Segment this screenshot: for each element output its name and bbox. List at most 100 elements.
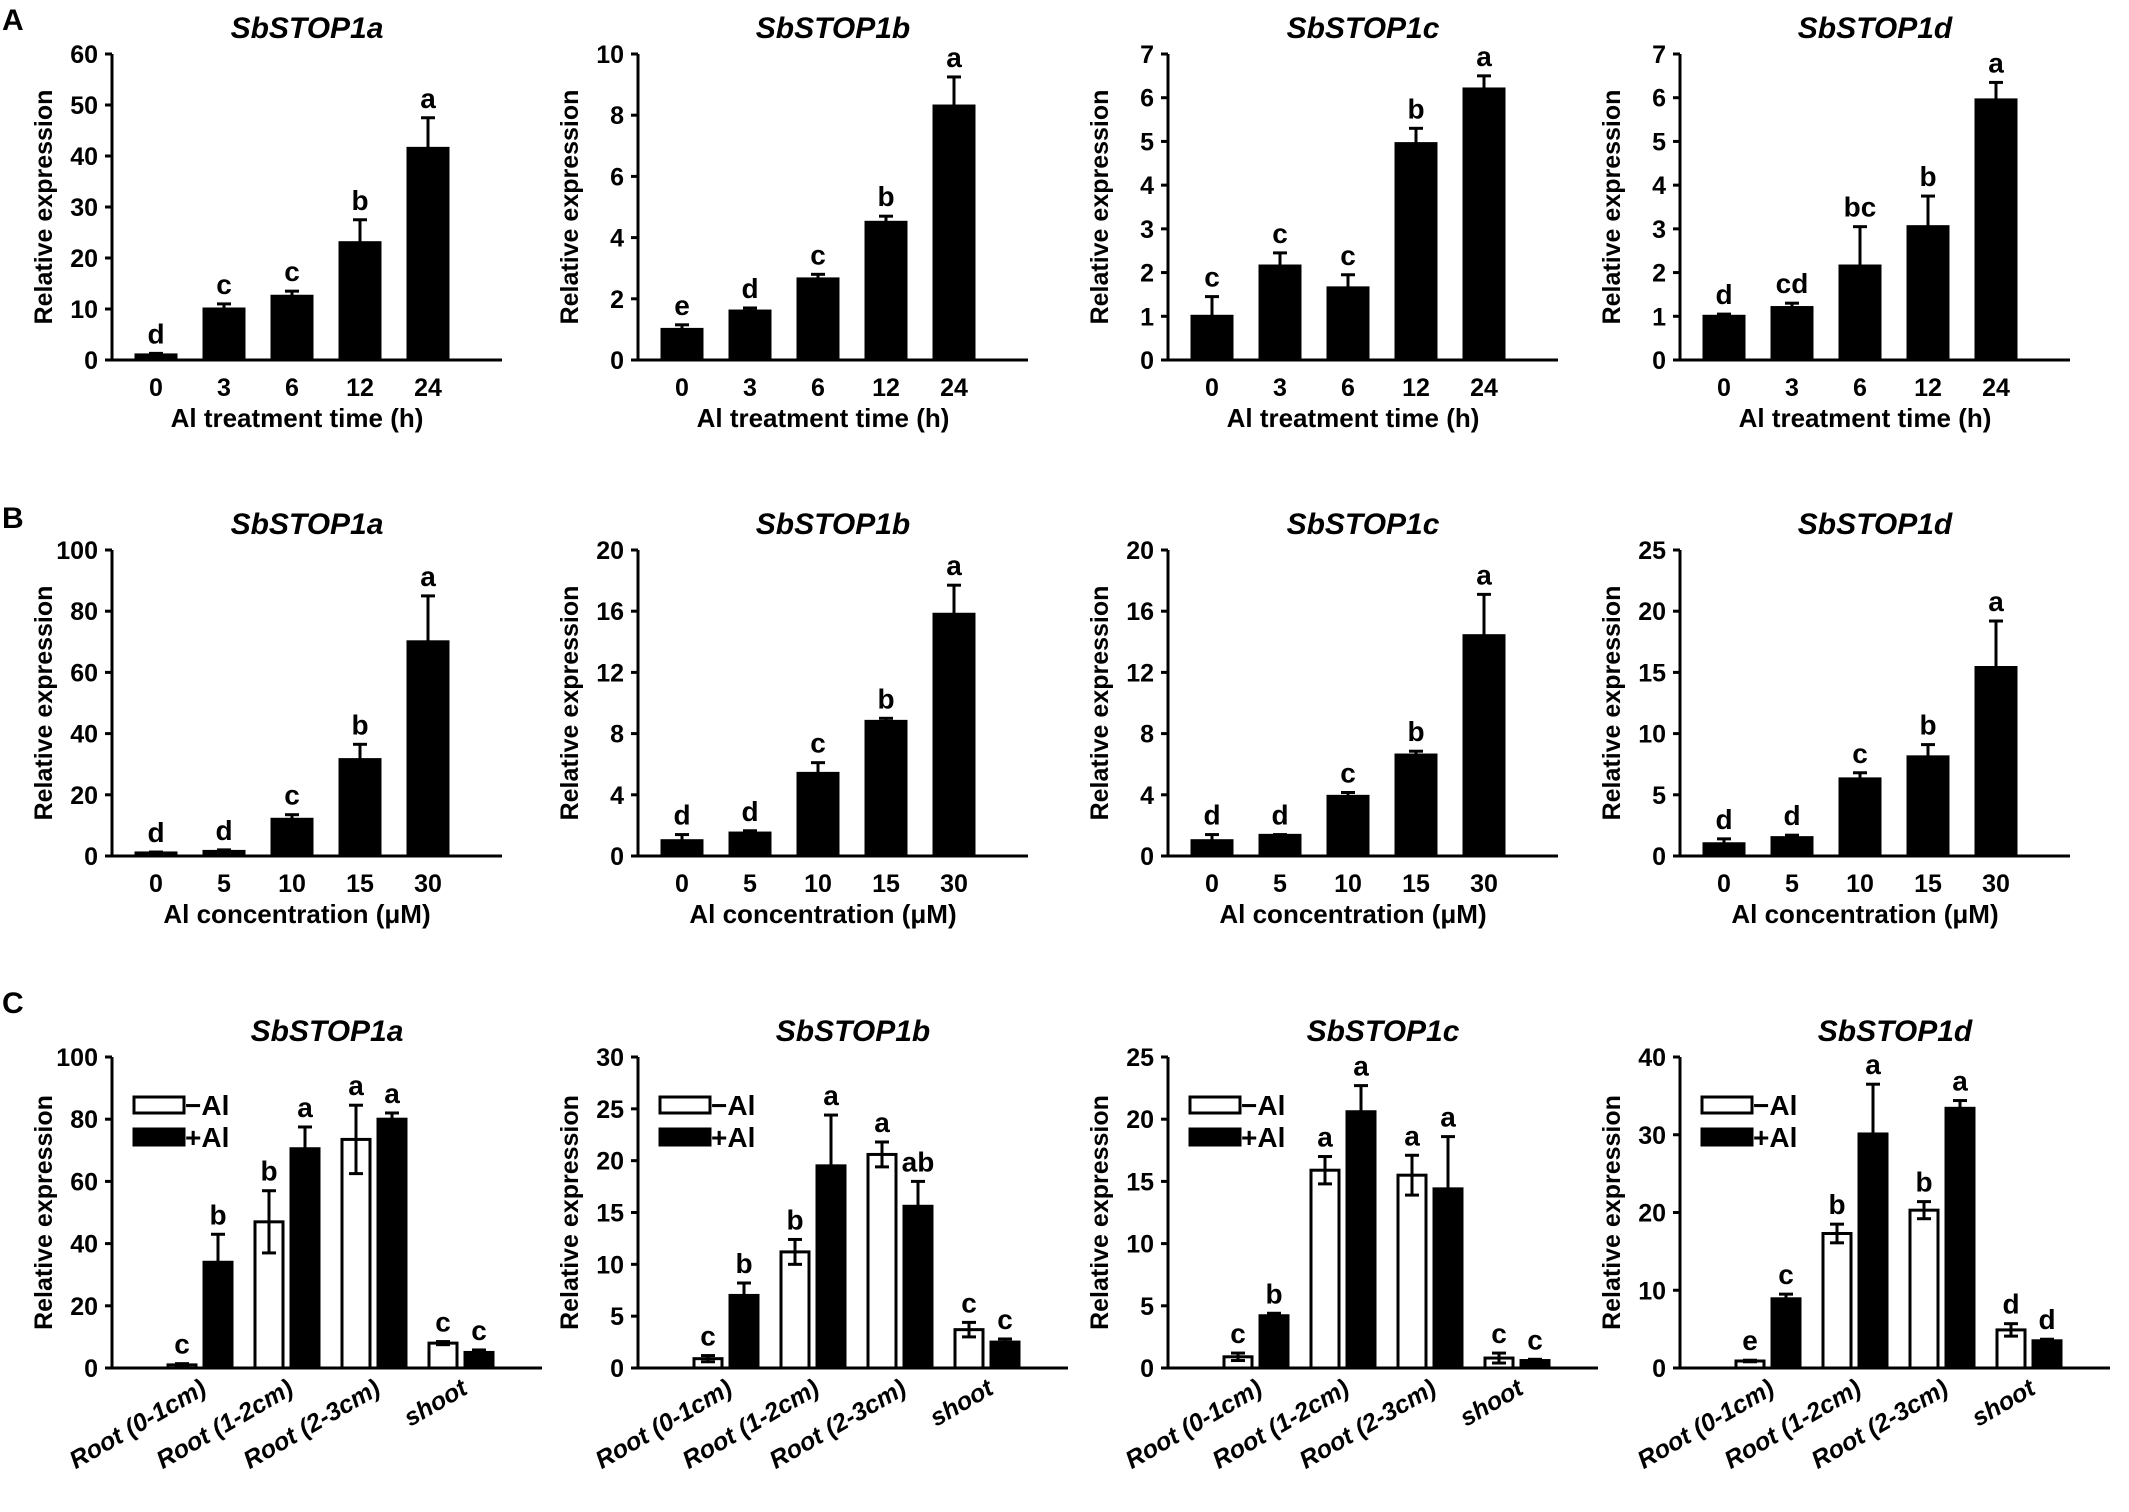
significance-letter: b — [735, 1248, 752, 1279]
bar — [134, 353, 178, 362]
bar — [1770, 306, 1814, 362]
panel-label-B: B — [2, 502, 24, 535]
significance-letter: a — [348, 1070, 364, 1101]
bar — [1838, 264, 1882, 362]
y-tick-label: 1 — [1652, 303, 1666, 331]
significance-letter: b — [1919, 710, 1936, 741]
y-tick-label: 25 — [596, 1096, 624, 1124]
x-tick-label: 3 — [1273, 374, 1287, 402]
y-tick-label: 60 — [70, 1168, 98, 1196]
x-tick-label: 30 — [1470, 870, 1498, 898]
chart-title: SbSTOP1a — [231, 12, 384, 45]
y-tick-label: 15 — [596, 1200, 624, 1228]
y-tick-label: 30 — [1638, 1122, 1666, 1150]
x-tick-label: 10 — [1334, 870, 1362, 898]
significance-letter: d — [147, 318, 164, 349]
y-tick-label: 2 — [1652, 260, 1666, 288]
x-tick-label: 0 — [675, 870, 689, 898]
significance-letter: d — [1271, 800, 1288, 831]
x-axis-label: Al treatment time (h) — [171, 403, 424, 433]
x-axis-label: Al treatment time (h) — [1739, 403, 1992, 433]
x-tick-label: 6 — [1341, 374, 1355, 402]
significance-letter: c — [1852, 738, 1868, 769]
bar-plus-al — [1857, 1132, 1889, 1370]
chart-6: SbSTOP1b 0 4 8 12 16 20 Relative expression 0 d 5 d… — [556, 508, 1028, 929]
bar — [1838, 777, 1882, 858]
y-tick-label: 0 — [1652, 843, 1666, 871]
bar — [1906, 225, 1950, 362]
significance-letter: c — [435, 1307, 451, 1338]
significance-letter: c — [961, 1287, 977, 1318]
y-tick-label: 40 — [70, 1231, 98, 1259]
chart-8: SbSTOP1d 0 5 10 15 20 25 Relative expression 0 d 5… — [1598, 508, 2070, 929]
significance-letter: b — [260, 1156, 277, 1187]
y-tick-label: 60 — [70, 659, 98, 687]
y-tick-label: 0 — [610, 347, 624, 375]
y-tick-label: 20 — [70, 1293, 98, 1321]
y-tick-label: 10 — [1638, 721, 1666, 749]
bar — [864, 220, 908, 362]
significance-letter: b — [786, 1204, 803, 1235]
chart-5: SbSTOP1a 0 20 40 60 80 100 Relative expression 0… — [30, 508, 502, 929]
y-axis-label: Relative expression — [1086, 90, 1114, 325]
y-tick-label: 0 — [1140, 347, 1154, 375]
y-tick-label: 6 — [610, 163, 624, 191]
bar — [1190, 314, 1234, 362]
y-tick-label: 4 — [610, 782, 624, 810]
bar — [1258, 833, 1302, 858]
significance-letter: a — [297, 1092, 313, 1123]
significance-letter: c — [810, 239, 826, 270]
legend-swatch-minus-al — [658, 1095, 712, 1115]
bar-plus-al — [202, 1260, 234, 1370]
x-category-label: shoot — [925, 1373, 999, 1432]
significance-letter: a — [1476, 41, 1492, 72]
y-tick-label: 4 — [610, 225, 624, 253]
y-tick-label: 40 — [1638, 1044, 1666, 1072]
bar-plus-al — [289, 1147, 321, 1370]
bar — [728, 309, 772, 362]
x-tick-label: 15 — [1914, 870, 1942, 898]
significance-letter: b — [1265, 1278, 1282, 1309]
chart-title: SbSTOP1d — [1798, 12, 1953, 45]
y-tick-label: 0 — [1652, 347, 1666, 375]
bar — [660, 839, 704, 858]
bar-plus-al — [1432, 1187, 1464, 1370]
bar-plus-al — [1345, 1110, 1377, 1370]
x-tick-label: 0 — [1205, 374, 1219, 402]
bar-minus-al — [1908, 1208, 1940, 1370]
y-tick-label: 20 — [1126, 537, 1154, 565]
y-tick-label: 3 — [1652, 216, 1666, 244]
y-axis-label: Relative expression — [556, 1095, 584, 1330]
bar-minus-al — [779, 1250, 811, 1370]
bar-plus-al — [1519, 1359, 1551, 1370]
bar-plus-al — [902, 1204, 934, 1370]
y-tick-label: 10 — [70, 296, 98, 324]
significance-letter: a — [1988, 586, 2004, 617]
y-tick-label: 10 — [1638, 1277, 1666, 1305]
y-tick-label: 5 — [1140, 1293, 1154, 1321]
x-category-label: shoot — [1455, 1373, 1529, 1432]
significance-letter: d — [215, 815, 232, 846]
significance-letter: c — [216, 269, 232, 300]
significance-letter: d — [147, 817, 164, 848]
y-axis-label: Relative expression — [556, 586, 584, 821]
y-tick-label: 3 — [1140, 216, 1154, 244]
y-tick-label: 12 — [1126, 659, 1154, 687]
x-tick-label: 24 — [1470, 374, 1498, 402]
x-tick-label: 15 — [872, 870, 900, 898]
significance-letter: d — [2038, 1304, 2055, 1335]
legend-label: −Al — [1753, 1090, 1797, 1121]
y-tick-label: 16 — [596, 598, 624, 626]
significance-letter: a — [384, 1078, 400, 1109]
y-tick-label: 20 — [70, 782, 98, 810]
bar — [796, 771, 840, 858]
bar — [660, 327, 704, 362]
y-tick-label: 0 — [1140, 1355, 1154, 1383]
x-category-label: shoot — [1967, 1373, 2041, 1432]
significance-letter: c — [284, 256, 300, 287]
significance-letter: a — [1865, 1049, 1881, 1080]
significance-letter: b — [1915, 1167, 1932, 1198]
